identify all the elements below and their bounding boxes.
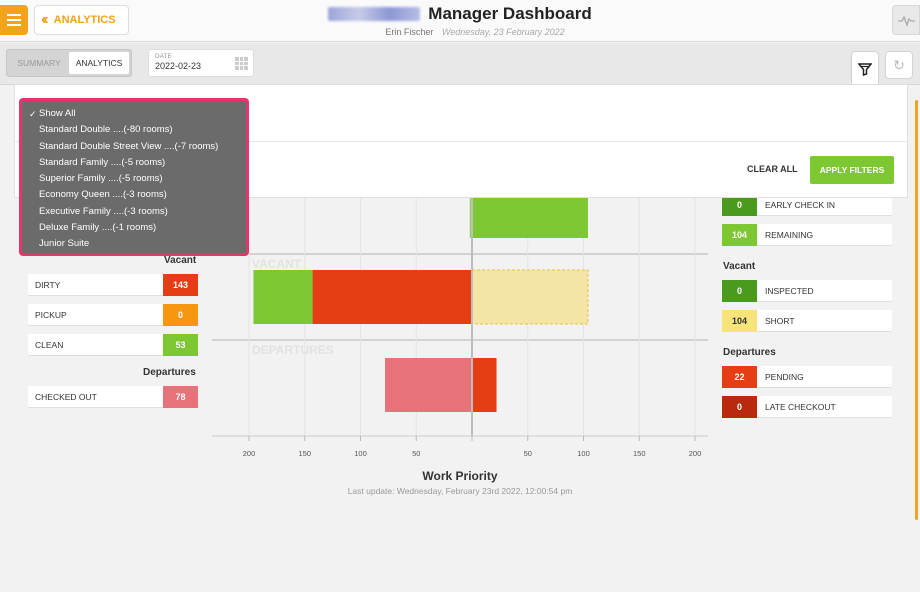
chart-tick-label-1: 150 [298,449,311,458]
stat-early-check-in-label: EARLY CHECK IN [765,200,836,210]
chart-tick-label-7: 150 [633,449,646,458]
room-type-dropdown[interactable]: ✓ Show All Standard Double ....(-80 rooms… [19,98,249,256]
stat-short-label: SHORT [765,316,795,326]
tab-analytics[interactable]: ANALYTICS [69,52,129,74]
dropdown-option-superior-family[interactable]: Superior Family ....(-5 rooms) [39,173,163,185]
dropdown-option-standard-double-street-view[interactable]: Standard Double Street View ....(-7 room… [39,140,219,152]
stat-clean[interactable]: CLEAN 53 [28,334,198,356]
back-button-label: ANALYTICS [53,14,116,26]
page-title-block: Manager Dashboard Erin Fischer Wednesday… [0,4,920,37]
stat-inspected[interactable]: 0 INSPECTED [722,280,892,302]
stat-dirty-value: 143 [163,274,198,296]
chart-tick-label-6: 100 [577,449,590,458]
filter-funnel-icon[interactable] [851,51,879,85]
scrollbar[interactable] [915,100,918,520]
stat-pending[interactable]: 22 PENDING [722,366,892,388]
stat-dirty[interactable]: DIRTY 143 [28,274,198,296]
dropdown-option-standard-family[interactable]: Standard Family ....(-5 rooms) [39,156,166,168]
left-vacant-heading: Vacant [164,255,197,266]
stat-pending-value: 22 [722,366,757,388]
stat-checked-out-value: 78 [163,386,198,408]
stat-remaining-value: 104 [722,224,757,246]
stat-short[interactable]: 104 SHORT [722,310,892,332]
date-picker[interactable]: DATE 2022-02-23 [148,49,254,77]
chart-tick-label-2: 100 [354,449,367,458]
chart-tick-label-8: 200 [689,449,702,458]
chart-tick-label-3: 50 [412,449,420,458]
stat-clean-value: 53 [163,334,198,356]
date-value: 2022-02-23 [155,61,202,71]
stat-pickup[interactable]: PICKUP 0 [28,304,198,326]
dropdown-option-economy-queen[interactable]: Economy Queen ....(-3 rooms) [39,189,167,201]
chart-title: Work Priority [422,469,498,483]
page-title: Manager Dashboard [428,4,592,23]
stat-early-check-in-value: 0 [722,194,757,216]
last-update: Last update: Wednesday, February 23rd 20… [347,486,573,496]
stat-pending-label: PENDING [765,372,804,382]
chart-bar-vacant-left-0 [312,270,472,324]
stat-late-checkout-value: 0 [722,396,757,418]
chart-bar-departures-right-0 [472,358,497,412]
dropdown-option-deluxe-family[interactable]: Deluxe Family ....(-1 rooms) [39,222,157,234]
chart-tick-label-0: 200 [243,449,256,458]
dropdown-option-show-all[interactable]: ✓ Show All [28,106,246,122]
header-date: Wednesday, 23 February 2022 [441,27,565,37]
right-vacant-heading: Vacant [723,261,756,272]
stat-late-checkout[interactable]: 0 LATE CHECKOUT [722,396,892,418]
view-tabs: SUMMARY ANALYTICS [6,49,132,77]
menu-icon[interactable] [0,5,28,35]
left-departures-heading: Departures [143,367,196,378]
dropdown-option-junior-suite[interactable]: Junior Suite [39,238,90,250]
stat-pickup-value: 0 [163,304,198,326]
hotel-name-redacted [328,7,421,21]
chart-bar-arrivals-right-0 [472,196,588,238]
stat-checked-out-label: CHECKED OUT [35,392,97,402]
pulse-icon[interactable] [892,5,920,35]
chart-section-label-vacant: VACANT [252,257,302,271]
stat-inspected-value: 0 [722,280,757,302]
stat-dirty-label: DIRTY [35,280,61,290]
back-analytics-button[interactable]: ‹‹ ANALYTICS [34,5,129,35]
chart-bar-vacant-left-1 [253,270,313,324]
dropdown-option-standard-double[interactable]: Standard Double ....(-80 rooms) [39,124,173,136]
right-departures-heading: Departures [723,347,776,358]
apply-filters-button[interactable]: APPLY FILTERS [810,156,894,184]
user-name: Erin Fischer [385,27,434,37]
stat-pickup-label: PICKUP [35,310,67,320]
chart-bar-departures-left-0 [385,358,472,412]
dropdown-option-executive-family[interactable]: Executive Family ....(-3 rooms) [39,205,168,217]
chart-bar-arrivals-left-0 [469,196,472,238]
stat-remaining[interactable]: 104 REMAINING [722,224,892,246]
chart-section-label-departures: DEPARTURES [252,343,334,357]
stat-short-value: 104 [722,310,757,332]
stat-early-check-in[interactable]: 0 EARLY CHECK IN [722,194,892,216]
stat-clean-label: CLEAN [35,340,64,350]
clear-all-button[interactable]: CLEAR ALL [747,164,798,174]
stat-checked-out[interactable]: CHECKED OUT 78 [28,386,198,408]
filter-divider [15,141,907,142]
chart-tick-label-5: 50 [524,449,532,458]
top-bar: ‹‹ ANALYTICS Manager Dashboard Erin Fisc… [0,0,920,42]
calendar-grid-icon [235,57,248,70]
double-chevron-left-icon: ‹‹ [41,11,48,28]
chart-bar-vacant-right-0 [471,269,589,325]
stat-late-checkout-label: LATE CHECKOUT [765,402,836,412]
tab-summary[interactable]: SUMMARY [17,58,61,68]
stat-inspected-label: INSPECTED [765,286,814,296]
stat-remaining-label: REMAINING [765,230,814,240]
check-icon: ✓ [29,109,37,119]
refresh-icon[interactable]: ↻ [885,51,913,79]
date-label: DATE [155,53,172,60]
